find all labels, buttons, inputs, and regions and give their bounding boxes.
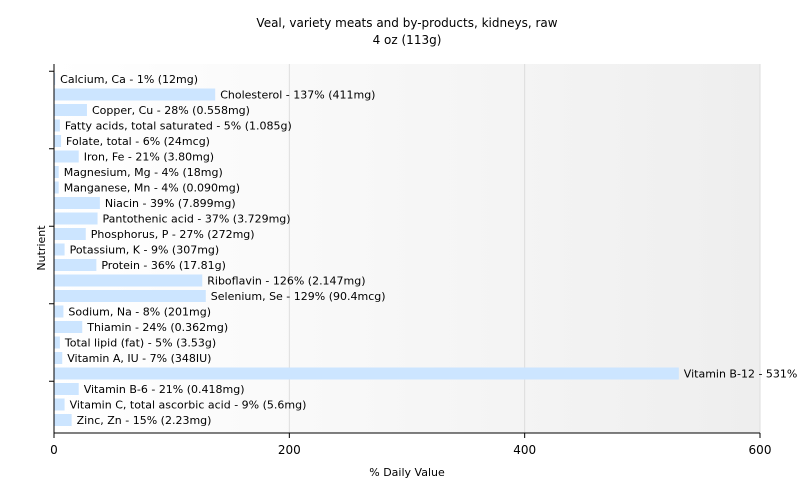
bar-label-folate-total: Folate, total - 6% (24mcg) <box>66 135 210 148</box>
bar-label-phosphorus-p: Phosphorus, P - 27% (272mg) <box>91 228 255 241</box>
bar-iron-fe <box>54 150 79 163</box>
bar-label-vitamin-b-12: Vitamin B-12 - 531% (31.87mcg) <box>684 368 800 381</box>
bar-niacin <box>54 197 100 209</box>
bar-vitamin-b-6 <box>54 383 79 395</box>
bar-vitamin-a-iu <box>54 352 63 364</box>
bar-label-sodium-na: Sodium, Na - 8% (201mg) <box>68 306 211 319</box>
bar-calcium-ca <box>54 73 56 85</box>
bar-label-magnesium-mg: Magnesium, Mg - 4% (18mg) <box>64 166 223 179</box>
bar-label-copper-cu: Copper, Cu - 28% (0.558mg) <box>92 104 250 117</box>
bar-label-manganese-mn: Manganese, Mn - 4% (0.090mg) <box>64 182 240 195</box>
bar-potassium-k <box>54 243 65 256</box>
bar-copper-cu <box>54 104 87 116</box>
x-tick-label-200: 200 <box>278 443 301 457</box>
bar-label-calcium-ca: Calcium, Ca - 1% (12mg) <box>60 73 198 86</box>
bar-label-vitamin-a-iu: Vitamin A, IU - 7% (348IU) <box>67 352 211 365</box>
bar-label-cholesterol: Cholesterol - 137% (411mg) <box>220 89 375 102</box>
x-tick-label-600: 600 <box>749 443 772 457</box>
x-axis-title: % Daily Value <box>369 466 445 479</box>
bar-label-zinc-zn: Zinc, Zn - 15% (2.23mg) <box>77 414 212 427</box>
bar-magnesium-mg <box>54 166 59 178</box>
bar-labels: Calcium, Ca - 1% (12mg) Cholesterol - 137… <box>60 73 800 427</box>
bar-label-fatty-acids-total-saturated: Fatty acids, total saturated - 5% (1.085… <box>65 120 292 133</box>
bar-protein <box>54 259 97 271</box>
bar-label-thiamin: Thiamin - 24% (0.362mg) <box>86 321 228 334</box>
x-tick-label-0: 0 <box>50 443 58 457</box>
bar-label-potassium-k: Potassium, K - 9% (307mg) <box>70 244 220 257</box>
bar-label-protein: Protein - 36% (17.81g) <box>101 259 226 272</box>
bar-label-niacin: Niacin - 39% (7.899mg) <box>105 197 236 210</box>
x-tick-label-400: 400 <box>513 443 536 457</box>
bar-vitamin-c-total-ascorbic-acid <box>54 398 65 411</box>
bar-label-pantothenic-acid: Pantothenic acid - 37% (3.729mg) <box>103 213 291 226</box>
bar-riboflavin <box>54 274 203 287</box>
bar-label-total-lipid-fat: Total lipid (fat) - 5% (3.53g) <box>64 337 216 350</box>
bar-thiamin <box>54 321 83 333</box>
bars <box>54 73 679 426</box>
bar-fatty-acids-total-saturated <box>54 119 60 132</box>
bar-folate-total <box>54 135 62 147</box>
bar-label-riboflavin: Riboflavin - 126% (2.147mg) <box>207 275 365 288</box>
bar-label-selenium-se: Selenium, Se - 129% (90.4mcg) <box>211 290 386 303</box>
y-axis-title: Nutrient <box>35 225 48 271</box>
bar-sodium-na <box>54 305 64 318</box>
bar-label-vitamin-c-total-ascorbic-acid: Vitamin C, total ascorbic acid - 9% (5.6… <box>70 399 307 412</box>
bar-cholesterol <box>54 88 216 101</box>
bar-zinc-zn <box>54 414 72 426</box>
bar-label-vitamin-b-6: Vitamin B-6 - 21% (0.418mg) <box>84 383 245 396</box>
bar-phosphorus-p <box>54 228 86 240</box>
y-axis-ticks <box>49 70 54 382</box>
bar-vitamin-b-12 <box>54 367 679 380</box>
chart-subtitle: 4 oz (113g) <box>373 33 442 47</box>
bar-total-lipid-fat <box>54 336 60 349</box>
bar-pantothenic-acid <box>54 212 98 225</box>
bar-manganese-mn <box>54 181 59 194</box>
bar-label-iron-fe: Iron, Fe - 21% (3.80mg) <box>84 151 214 164</box>
bar-selenium-se <box>54 290 206 302</box>
x-axis-ticks: 0 200 400 600 <box>50 433 771 457</box>
chart-title: Veal, variety meats and by-products, kid… <box>256 16 557 30</box>
